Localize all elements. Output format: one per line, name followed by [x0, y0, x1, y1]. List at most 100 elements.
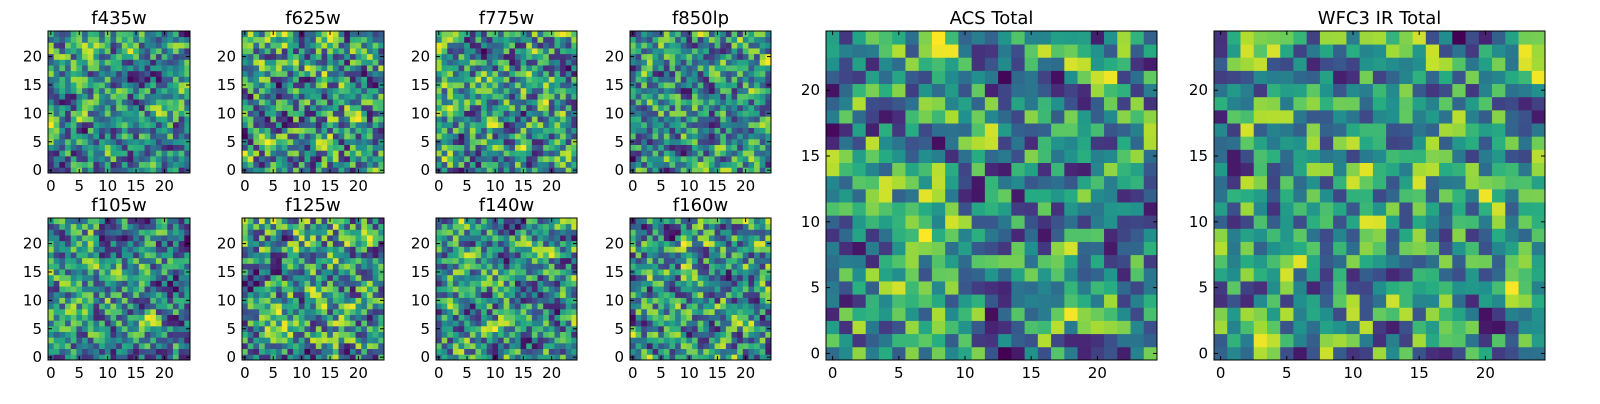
heatmap-cell [453, 343, 459, 349]
heatmap-cell [145, 116, 151, 122]
heatmap-cell [356, 88, 362, 94]
heatmap-cell [299, 42, 305, 48]
heatmap-cell [442, 349, 448, 355]
heatmap-cell [367, 258, 373, 264]
heatmap-cell [356, 246, 362, 252]
heatmap-cell [543, 111, 549, 117]
heatmap-cell [150, 246, 156, 252]
heatmap-cell [498, 88, 504, 94]
heatmap-cell [133, 349, 139, 355]
heatmap-cell [475, 309, 481, 315]
heatmap-cell [156, 303, 162, 309]
heatmap-cell [436, 337, 442, 343]
heatmap-cell [715, 303, 721, 309]
heatmap-cell [436, 263, 442, 269]
heatmap-cell [88, 93, 94, 99]
heatmap-cell [110, 332, 116, 338]
heatmap-cell [554, 88, 560, 94]
heatmap-cell [459, 37, 465, 43]
heatmap-cell [167, 224, 173, 230]
heatmap-cell [720, 116, 726, 122]
heatmap-cell [270, 71, 276, 77]
heatmap-cell [93, 258, 99, 264]
heatmap-cell [54, 76, 60, 82]
heatmap-cell [128, 122, 134, 128]
heatmap-cell [145, 133, 151, 139]
heatmap-cell [316, 59, 322, 65]
heatmap-cell [647, 162, 653, 168]
heatmap-cell [453, 76, 459, 82]
heatmap-cell [692, 326, 698, 332]
heatmap-cell [436, 280, 442, 286]
heatmap-cell [470, 82, 476, 88]
heatmap-cell [737, 65, 743, 71]
heatmap-cell [265, 167, 271, 173]
heatmap-cell [344, 349, 350, 355]
heatmap-cell [492, 292, 498, 298]
heatmap-cell [59, 263, 65, 269]
heatmap-cell [554, 37, 560, 43]
heatmap-cell [664, 59, 670, 65]
heatmap-cell [282, 71, 288, 77]
heatmap-cell [669, 99, 675, 105]
heatmap-cell [470, 93, 476, 99]
heatmap-cell [150, 218, 156, 224]
heatmap-cell [709, 167, 715, 173]
heatmap-cell [361, 337, 367, 343]
heatmap-cell [322, 309, 328, 315]
heatmap-cell [475, 54, 481, 60]
heatmap-cell [754, 337, 760, 343]
heatmap-cell [299, 235, 305, 241]
heatmap-cell [71, 150, 77, 156]
heatmap-cell [167, 354, 173, 360]
heatmap-cell [720, 139, 726, 145]
heatmap-cell [681, 162, 687, 168]
heatmap-cell [453, 65, 459, 71]
heatmap-cell [350, 337, 356, 343]
heatmap-cell [128, 269, 134, 275]
heatmap-cell [647, 54, 653, 60]
heatmap-cell [310, 252, 316, 258]
heatmap-cell [139, 337, 145, 343]
heatmap-cell [487, 93, 493, 99]
heatmap-cell [145, 76, 151, 82]
heatmap-cell [560, 224, 566, 230]
heatmap-cell [139, 156, 145, 162]
heatmap-cell [59, 31, 65, 37]
heatmap-cell [692, 42, 698, 48]
heatmap-cell [571, 224, 577, 230]
heatmap-cell [470, 332, 476, 338]
heatmap-cell [150, 128, 156, 134]
heatmap-cell [248, 269, 254, 275]
heatmap-cell [316, 156, 322, 162]
heatmap-cell [59, 269, 65, 275]
heatmap-cell [378, 303, 384, 309]
heatmap-cell [498, 235, 504, 241]
heatmap-cell [110, 139, 116, 145]
heatmap-cell [361, 122, 367, 128]
heatmap-cell [515, 167, 521, 173]
heatmap-cell [54, 337, 60, 343]
heatmap-cell [99, 354, 105, 360]
heatmap-cell [487, 280, 493, 286]
heatmap-cell [641, 286, 647, 292]
heatmap-cell [116, 54, 122, 60]
heatmap-cell [99, 31, 105, 37]
heatmap-cell [327, 82, 333, 88]
heatmap-cell [481, 229, 487, 235]
heatmap-cell [282, 111, 288, 117]
heatmap-cell [743, 54, 749, 60]
heatmap-cell [447, 105, 453, 111]
heatmap-cell [304, 139, 310, 145]
heatmap-cell [686, 162, 692, 168]
heatmap-cell [492, 258, 498, 264]
heatmap-cell [253, 122, 259, 128]
heatmap-cell [554, 99, 560, 105]
heatmap-cell [173, 76, 179, 82]
heatmap-cell [173, 105, 179, 111]
heatmap-cell [310, 258, 316, 264]
heatmap-cell [732, 105, 738, 111]
heatmap-cell [71, 93, 77, 99]
heatmap-cell [93, 275, 99, 281]
heatmap-cell [93, 326, 99, 332]
